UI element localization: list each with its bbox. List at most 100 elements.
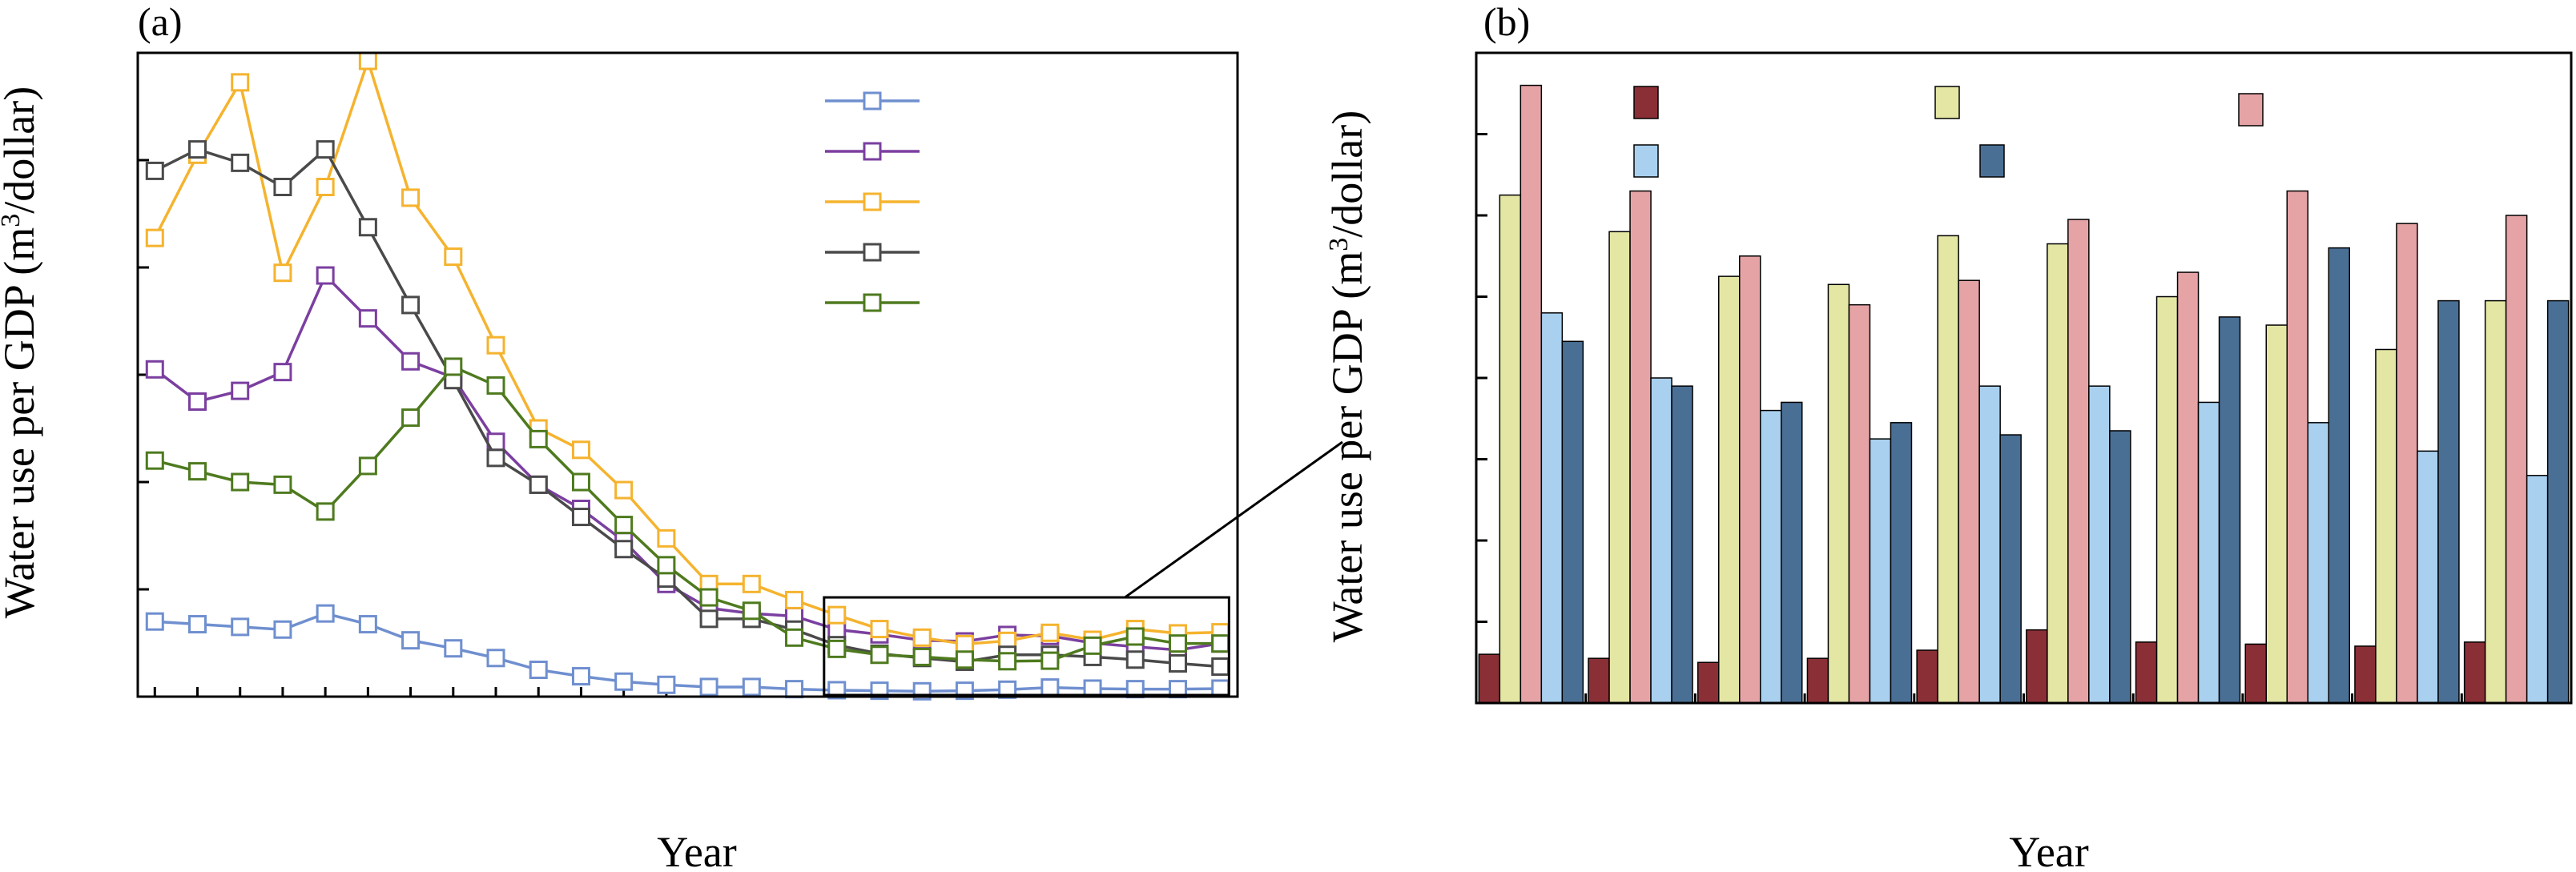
panel-a-label: (a) <box>138 0 183 44</box>
bar-tajikistan-2013 <box>1739 255 1761 704</box>
data-point-kazakhstan <box>188 615 207 634</box>
data-point-uzbekistan <box>657 556 676 575</box>
bar-tajikistan-2017 <box>2176 271 2200 704</box>
bar-uzbekistan-2015 <box>1999 434 2022 704</box>
data-point-tajikistan <box>231 73 250 92</box>
series-line-turkmenistan <box>154 147 1221 669</box>
bar-kyrgyzstan-2019 <box>2375 348 2397 704</box>
data-point-uzbekistan <box>188 462 207 481</box>
data-point-tajikistan <box>614 480 634 500</box>
data-point-kazakhstan <box>358 615 377 634</box>
data-point-tajikistan <box>316 178 335 196</box>
data-point-tajikistan <box>870 620 889 639</box>
bar-turkmenistan-2020 <box>2526 475 2549 704</box>
data-point-turkmenistan <box>145 161 164 180</box>
data-point-kazakhstan <box>614 672 634 691</box>
data-point-turkmenistan <box>529 475 548 494</box>
panel-b-x-axis-label: Year <box>2009 828 2089 872</box>
data-point-turkmenistan <box>1211 657 1230 676</box>
bar-kazakhstan-2014 <box>1806 657 1829 704</box>
data-point-uzbekistan <box>486 376 505 395</box>
bar-kyrgyzstan-2018 <box>2265 324 2288 704</box>
data-point-tajikistan <box>657 528 676 548</box>
panel-a-y-axis-label: Water use per GDP (m3/dollar) <box>0 86 43 618</box>
bar-turkmenistan-2014 <box>1869 438 1892 704</box>
data-point-tajikistan <box>145 228 164 247</box>
data-point-tajikistan <box>742 574 761 593</box>
data-point-uzbekistan <box>231 472 250 492</box>
data-point-uzbekistan <box>742 601 761 621</box>
bar-turkmenistan-2018 <box>2307 422 2329 704</box>
bar-kazakhstan-2011 <box>1478 653 1501 704</box>
data-point-uzbekistan <box>998 652 1017 671</box>
panel-b-legend <box>1633 86 2264 178</box>
data-point-turkmenistan <box>316 140 335 159</box>
data-point-kyrgyzstan <box>273 363 292 382</box>
bar-turkmenistan-2017 <box>2197 401 2220 704</box>
data-point-tajikistan <box>955 634 974 653</box>
panel-b-y-ticks <box>1476 51 1487 705</box>
data-point-uzbekistan <box>614 516 634 535</box>
data-point-tajikistan <box>827 605 847 625</box>
data-point-kyrgyzstan <box>358 309 377 328</box>
bar-kyrgyzstan-2016 <box>2047 243 2069 704</box>
bar-turkmenistan-2013 <box>1760 409 1782 704</box>
data-point-tajikistan <box>912 628 932 647</box>
data-point-uzbekistan <box>1040 651 1060 670</box>
data-point-kyrgyzstan <box>145 360 164 379</box>
data-point-uzbekistan <box>1211 634 1230 653</box>
data-point-turkmenistan <box>1125 650 1145 669</box>
bar-kazakhstan-2017 <box>2135 641 2158 704</box>
data-point-tajikistan <box>401 188 421 207</box>
legend-swatch-uzbekistan <box>1979 144 2005 178</box>
bar-kazakhstan-2019 <box>2354 645 2377 704</box>
series-line-kyrgyzstan <box>154 272 1221 652</box>
data-point-kazakhstan <box>785 680 804 699</box>
zoom-box <box>823 596 1230 697</box>
panel-b-y-axis-label: Water use per GDP (m3/dollar) <box>1323 111 1371 642</box>
data-point-tajikistan <box>273 263 292 283</box>
legend-swatch-kazakhstan <box>1633 86 1659 119</box>
data-point-kazakhstan <box>529 661 548 679</box>
legend-marker-tajikistan <box>863 192 882 211</box>
data-point-kyrgyzstan <box>316 266 335 285</box>
data-point-uzbekistan <box>529 429 548 448</box>
bar-turkmenistan-2019 <box>2417 450 2439 704</box>
data-point-turkmenistan <box>188 140 207 159</box>
bar-uzbekistan-2016 <box>2109 430 2131 704</box>
bar-uzbekistan-2020 <box>2546 299 2570 704</box>
data-point-kyrgyzstan <box>231 381 250 400</box>
bar-turkmenistan-2015 <box>1978 385 2001 704</box>
bar-kyrgyzstan-2011 <box>1499 194 1522 704</box>
bar-tajikistan-2012 <box>1629 190 1652 704</box>
data-point-uzbekistan <box>1168 634 1187 653</box>
panel-b-plot-frame <box>1475 51 2573 705</box>
bar-kyrgyzstan-2014 <box>1827 283 1850 704</box>
legend-swatch-kyrgyzstan <box>1934 86 1960 119</box>
data-point-kazakhstan <box>486 649 505 668</box>
data-point-uzbekistan <box>145 451 164 470</box>
bar-tajikistan-2020 <box>2505 215 2528 704</box>
bar-kyrgyzstan-2015 <box>1937 235 1959 704</box>
bar-tajikistan-2016 <box>2067 219 2090 704</box>
data-point-kazakhstan <box>401 631 421 650</box>
data-point-kazakhstan <box>742 677 761 697</box>
data-point-uzbekistan <box>401 408 421 428</box>
bar-turkmenistan-2012 <box>1650 377 1672 704</box>
data-point-turkmenistan <box>699 609 718 629</box>
data-point-uzbekistan <box>571 472 590 492</box>
bar-tajikistan-2014 <box>1848 303 1871 704</box>
bar-tajikistan-2018 <box>2286 190 2308 704</box>
bar-kyrgyzstan-2020 <box>2484 299 2507 704</box>
bar-uzbekistan-2013 <box>1781 401 1803 704</box>
data-point-tajikistan <box>571 440 590 460</box>
data-point-kyrgyzstan <box>188 392 207 411</box>
data-point-tajikistan <box>358 51 377 70</box>
data-point-tajikistan <box>785 590 804 609</box>
data-point-turkmenistan <box>571 508 590 527</box>
data-point-kazakhstan <box>231 617 250 637</box>
data-point-uzbekistan <box>785 628 804 647</box>
data-point-kazakhstan <box>273 620 292 639</box>
data-point-tajikistan <box>1040 623 1060 642</box>
